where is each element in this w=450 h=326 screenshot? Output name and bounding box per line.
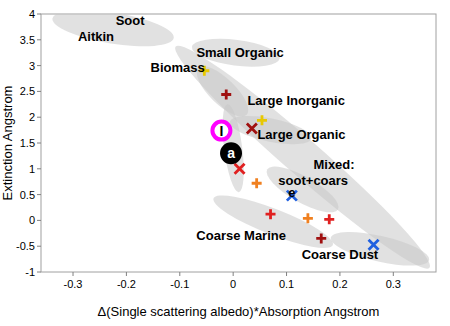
y-tick: [37, 272, 41, 273]
circle-label: a: [227, 145, 235, 161]
y-tick-label: 0: [29, 214, 35, 226]
region-label: Coarse Marine: [196, 228, 286, 243]
region: [50, 14, 176, 53]
y-tick: [37, 39, 41, 40]
y-tick: [37, 91, 41, 92]
x-tick-label: 0: [230, 278, 236, 290]
highlight-circle: [212, 122, 230, 140]
y-tick-label: 1.5: [20, 137, 35, 149]
circle-label: I: [219, 123, 223, 139]
y-tick-label: -1: [25, 266, 35, 278]
y-tick-label: 3.5: [20, 34, 35, 46]
x-axis-label: Δ(Single scattering albedo)*Absorption A…: [98, 304, 380, 319]
point: [257, 115, 267, 125]
y-axis-label: Extinction Angstrom: [0, 86, 15, 201]
x-tick-label: 0.3: [386, 278, 401, 290]
chart: -0.3 -0.2 -0.1 0 0.1 0.2 0.3 -1 -0.5 0 0.5 1 1.5 2 2.5…: [0, 0, 450, 326]
point: [303, 213, 313, 223]
x-tick-label: -0.2: [117, 278, 136, 290]
x-tick: [233, 272, 234, 276]
x-tick: [339, 272, 340, 276]
y-tick-label: -0.5: [16, 240, 35, 252]
region-label: Soot: [116, 13, 146, 28]
y-tick: [37, 65, 41, 66]
point: [316, 233, 326, 243]
point: [252, 178, 262, 188]
region-label: Biomass: [151, 60, 205, 75]
region-label: Large Inorganic: [247, 93, 345, 108]
y-tick: [37, 220, 41, 221]
point: [221, 89, 231, 99]
x-tick-label: 0.1: [279, 278, 294, 290]
y-tick: [37, 14, 41, 15]
point: [247, 124, 257, 134]
x-tick: [73, 272, 74, 276]
plot-area: [50, 14, 436, 272]
y-tick-label: 4: [29, 8, 35, 20]
y-tick-label: 1: [29, 163, 35, 175]
y-tick-label: 0.5: [20, 189, 35, 201]
y-tick-label: 3: [29, 60, 35, 72]
x-tick: [286, 272, 287, 276]
x-tick-label: -0.1: [170, 278, 189, 290]
y-tick: [37, 117, 41, 118]
region: [209, 186, 338, 257]
region-label: Large Organic: [257, 127, 345, 142]
y-tick-label: 2.5: [20, 85, 35, 97]
point: [266, 209, 276, 219]
x-tick: [179, 272, 180, 276]
point: [324, 214, 334, 224]
x-tick-label: 0.2: [332, 278, 347, 290]
region-label: Aitkin: [78, 29, 114, 44]
region: [219, 103, 248, 193]
region-label: Small Organic: [196, 45, 283, 60]
y-tick: [37, 246, 41, 247]
x-tick-label: -0.3: [64, 278, 83, 290]
y-tick: [37, 194, 41, 195]
y-tick: [37, 143, 41, 144]
y-tick: [37, 168, 41, 169]
region-label: Mixed:: [313, 157, 354, 172]
x-tick: [393, 272, 394, 276]
highlight-circle: [222, 144, 240, 162]
region-label: Coarse Dust: [302, 247, 379, 262]
point: [235, 164, 245, 174]
x-tick: [126, 272, 127, 276]
y-tick-label: 2: [29, 111, 35, 123]
region-label: e: [288, 185, 295, 200]
